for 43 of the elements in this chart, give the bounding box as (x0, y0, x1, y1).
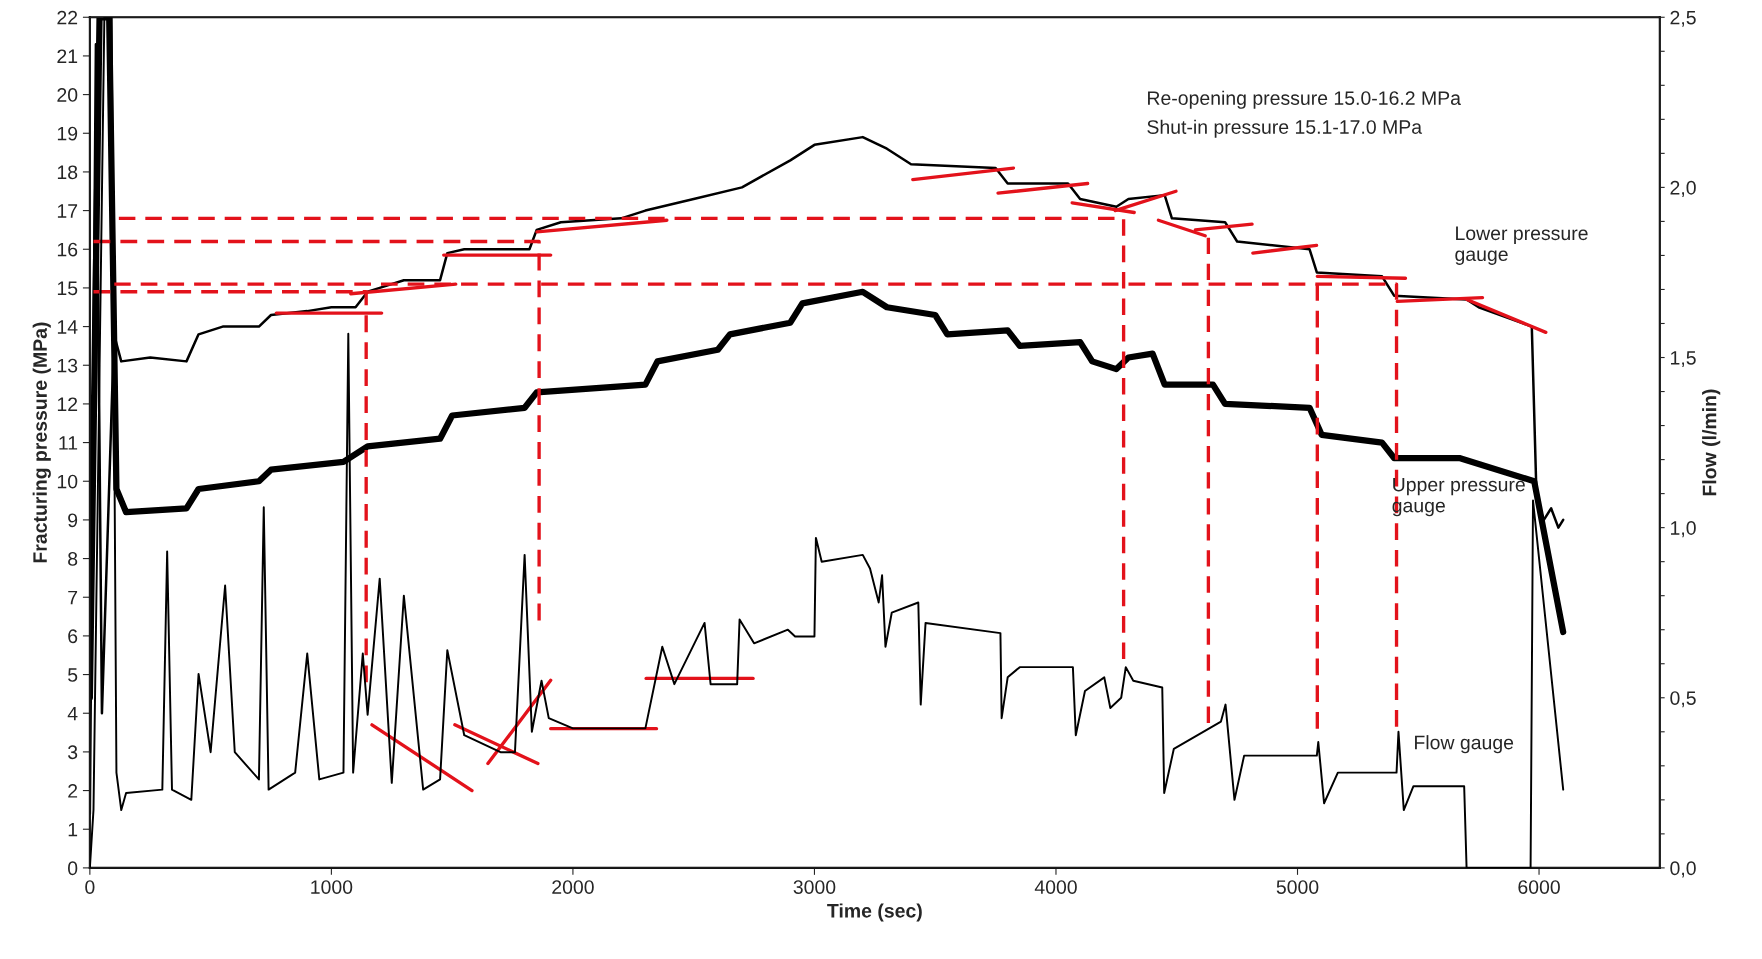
x-tick-label: 6000 (1518, 880, 1560, 894)
y-axis-title: Fracturing pressure (MPa) (32, 322, 51, 563)
y-tick-label: 1 (68, 822, 78, 837)
y-tick-label: 3 (67, 745, 78, 760)
y-tick-label: 17 (57, 204, 78, 218)
y-tick-label: 22 (57, 10, 78, 25)
series-label: Flow gauge (1415, 735, 1514, 754)
x-tick-label: 4000 (1034, 880, 1077, 894)
y-tick-label: 2 (68, 784, 78, 798)
y-tick-label: 7 (68, 590, 78, 605)
y2-tick-label: 2,0 (1670, 180, 1696, 197)
y2-tick-label: 1,5 (1671, 351, 1696, 368)
y-tick-label: 21 (57, 49, 78, 63)
y2-tick-label: 0,0 (1670, 861, 1696, 878)
y-tick-label: 10 (57, 474, 78, 489)
x-tick-label: 5000 (1276, 880, 1319, 894)
y-tick-label: 6 (68, 629, 78, 644)
y-tick-label: 14 (57, 320, 78, 334)
y-tick-label: 16 (57, 242, 78, 257)
y-tick-label: 15 (57, 281, 78, 296)
y-tick-label: 4 (67, 706, 78, 721)
y-tick-label: 9 (68, 513, 78, 528)
y-tick-label: 8 (68, 552, 78, 566)
x-tick-label: 3000 (793, 880, 836, 894)
y-tick-label: 13 (57, 358, 78, 373)
y-tick-label: 0 (68, 861, 78, 876)
y-tick-label: 20 (57, 88, 78, 102)
x-tick-label: 1000 (311, 880, 353, 894)
x-axis-title: Time (sec) (827, 903, 922, 922)
series-label: Lower pressure gauge (1455, 226, 1588, 265)
y2-tick-label: 0,5 (1670, 691, 1696, 708)
x-tick-label: 0 (85, 880, 95, 894)
annotation: Re-opening pressure 15.0-16.2 MPa (1148, 90, 1461, 109)
annotation: Shut-in pressure 15.1-17.0 MPa (1147, 119, 1423, 138)
x-tick-label: 2000 (552, 880, 594, 894)
y-tick-label: 5 (68, 668, 78, 682)
y2-tick-label: 1,0 (1671, 521, 1696, 538)
y2-axis-title: Flow (l/min) (1702, 389, 1721, 496)
y-tick-label: 12 (57, 397, 78, 411)
y-tick-label: 19 (57, 126, 78, 141)
y2-tick-label: 2,5 (1670, 10, 1696, 27)
y-tick-label: 18 (57, 165, 78, 180)
y-tick-label: 11 (59, 436, 78, 450)
